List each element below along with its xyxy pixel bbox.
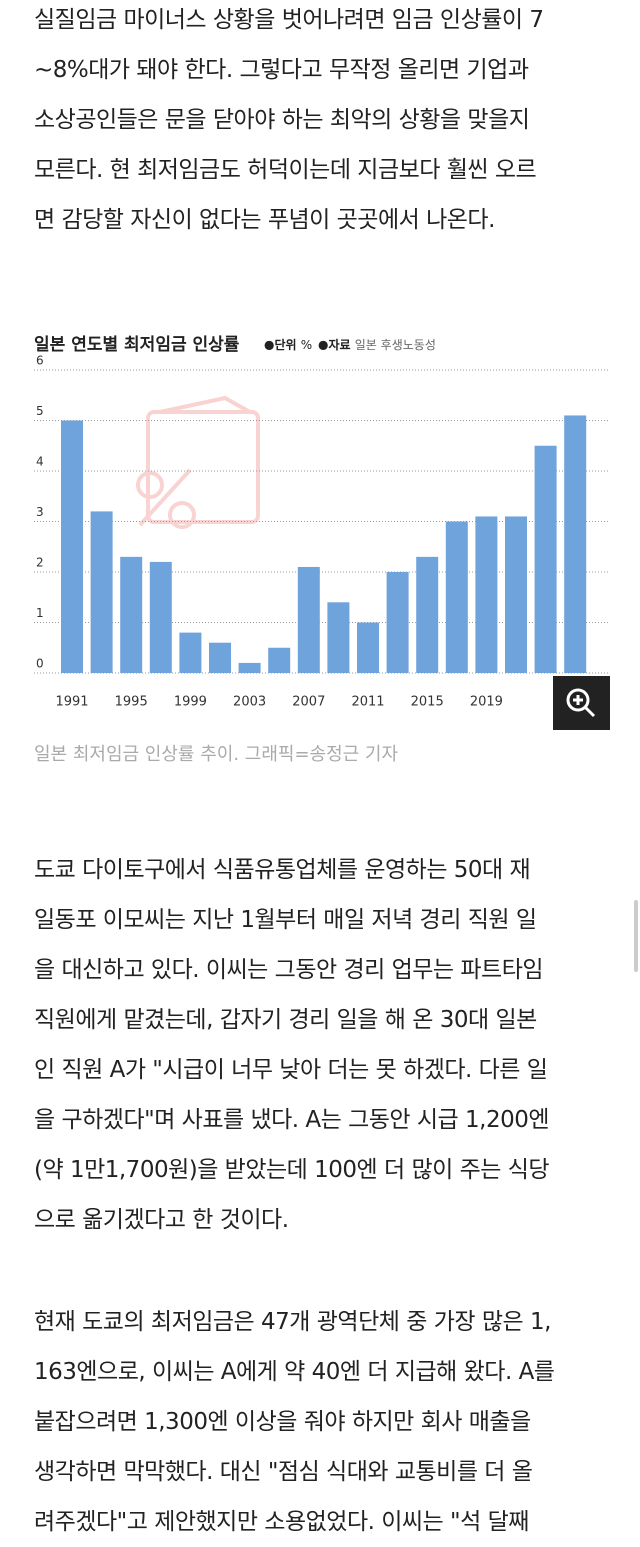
bar: [61, 420, 83, 673]
zoom-icon: [566, 688, 596, 718]
x-tick-label: 2015: [411, 695, 444, 710]
text-line: 려주겠다"고 제안했지만 소용없었다. 이씨는 "석 달째: [34, 1509, 529, 1535]
bar: [268, 647, 291, 673]
bar: [475, 516, 498, 673]
text-line: 실질임금 마이너스 상황을 벗어나려면 임금 인상률이 7: [34, 7, 544, 33]
y-tick-label: 5: [36, 404, 44, 418]
text-line: 직원에게 맡겼는데, 갑자기 경리 일을 해 온 30대 일본: [34, 1007, 537, 1033]
text-line: 163엔으로, 이씨는 A에게 약 40엔 더 지급해 왔다. A를: [34, 1359, 555, 1385]
text-line: 일동포 이모씨는 지난 1월부터 매일 저녁 경리 직원 일: [34, 907, 537, 933]
unit-key: 단위: [274, 337, 296, 352]
x-tick-label: 2003: [233, 695, 266, 710]
text-line: 붙잡으려면 1,300엔 이상을 줘야 하지만 회사 매출을: [34, 1409, 531, 1435]
y-tick-label: 4: [36, 455, 44, 469]
y-tick-label: 2: [36, 556, 44, 570]
text-line: 현재 도쿄의 최저임금은 47개 광역단체 중 가장 많은 1,: [34, 1309, 551, 1335]
y-tick-label: 0: [36, 657, 44, 671]
chart-title: 일본 연도별 최저임금 인상률: [34, 334, 240, 355]
text-line: 을 구하겠다"며 사표를 냈다. A는 그동안 시급 1,200엔: [34, 1107, 550, 1133]
x-tick-label: 1995: [115, 695, 148, 710]
bar: [149, 561, 172, 673]
text-line: 인 직원 A가 "시급이 너무 낮아 더는 못 하겠다. 다른 일: [34, 1057, 548, 1083]
bar: [238, 662, 261, 673]
source-label: ●자료 일본 후생노동성: [318, 337, 436, 352]
bar: [297, 566, 320, 673]
bar: [445, 521, 468, 673]
bar: [179, 632, 202, 673]
bar: [327, 602, 350, 673]
zoom-button[interactable]: [553, 676, 610, 730]
x-tick-label: 1999: [174, 695, 207, 710]
bar: [120, 556, 143, 673]
text-line: 생각하면 막막했다. 대신 "점심 식대와 교통비를 더 올: [34, 1459, 533, 1485]
bar: [505, 516, 527, 673]
text-line: 도쿄 다이토구에서 식품유통업체를 운영하는 50대 재: [34, 857, 531, 883]
text-line: 면 감당할 자신이 없다는 푸념이 곳곳에서 나온다.: [34, 207, 495, 233]
text-line: ~8%대가 돼야 한다. 그렇다고 무작정 올리면 기업과: [34, 57, 529, 83]
bar: [534, 445, 557, 673]
bar: [209, 642, 231, 673]
text-line: 을 대신하고 있다. 이씨는 그동안 경리 업무는 파트타임: [34, 957, 544, 983]
text-line: 모른다. 현 최저임금도 허덕이는데 지금보다 훨씬 오르: [34, 157, 537, 183]
unit-label: ●단위 %: [264, 337, 312, 352]
text-line: (약 1만1,700원)을 받았는데 100엔 더 많이 주는 식당: [34, 1157, 550, 1183]
text-line: 소상공인들은 문을 닫아야 하는 최악의 상황을 맞을지: [34, 107, 530, 133]
bar: [564, 415, 587, 673]
source-key: 자료: [328, 337, 350, 352]
text-line: 으로 옮기겠다고 한 것이다.: [34, 1207, 289, 1233]
caption: 일본 최저임금 인상률 추이. 그래픽=송정근 기자: [34, 744, 399, 765]
x-tick-label: 2019: [470, 695, 503, 710]
x-tick-label: 2007: [292, 695, 325, 710]
source: 일본 후생노동성: [355, 338, 436, 352]
chart: 일본 연도별 최저임금 인상률 ●단위 % ●자료 일본 후생노동성 0 1 2 3 4…: [34, 334, 610, 710]
bar: [90, 511, 113, 673]
bar: [416, 556, 439, 673]
paragraph: 현재 도쿄의 최저임금은 47개 광역단체 중 가장 많은 1, 163엔으로, …: [34, 1297, 634, 1547]
y-tick-label: 3: [36, 505, 44, 519]
paragraph: 실질임금 마이너스 상황을 벗어나려면 임금 인상률이 7 ~8%대가 돼야 한다…: [34, 0, 634, 245]
scrollbar: [634, 900, 638, 972]
bar: [386, 572, 409, 673]
y-tick-label: 6: [36, 354, 44, 368]
x-tick-label: 1991: [55, 695, 88, 710]
unit: %: [301, 338, 312, 352]
bar: [357, 622, 379, 673]
y-tick-label: 1: [36, 606, 44, 620]
watermark: [136, 395, 260, 529]
x-tick-label: 2011: [351, 695, 384, 710]
